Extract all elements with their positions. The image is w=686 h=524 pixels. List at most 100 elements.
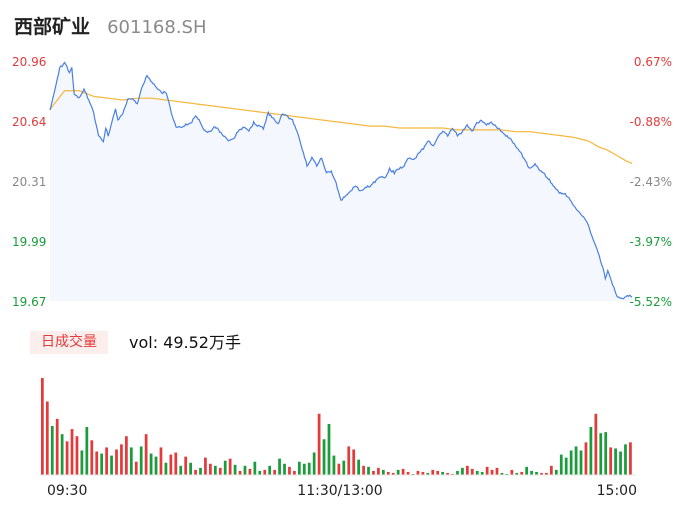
volume-bar <box>159 447 163 475</box>
volume-bar <box>342 460 346 475</box>
volume-bar <box>337 463 341 475</box>
volume-bar <box>312 452 316 475</box>
volume-bar <box>510 469 514 475</box>
volume-bar <box>75 436 79 475</box>
y-left-tick-0: 20.96 <box>12 55 46 69</box>
y-left-tick-4: 19.67 <box>12 295 46 309</box>
volume-bar <box>549 465 553 475</box>
y-right-tick-2: -2.43% <box>630 175 672 189</box>
volume-bar <box>525 466 529 475</box>
volume-bar <box>248 468 252 475</box>
volume-bar <box>228 458 232 475</box>
volume-bar <box>307 462 311 475</box>
volume-bar <box>352 449 356 475</box>
volume-bar <box>431 469 435 475</box>
volume-bar <box>604 432 608 475</box>
volume-bar <box>421 471 425 475</box>
volume-bar <box>268 465 272 475</box>
volume-bar <box>569 450 573 475</box>
volume-bar <box>347 446 351 475</box>
x-tick-open: 09:30 <box>47 483 87 499</box>
volume-bar <box>327 423 331 475</box>
volume-bar <box>243 465 247 475</box>
volume-bar <box>574 446 578 475</box>
volume-readout: vol: 49.52万手 <box>129 333 241 352</box>
volume-tab[interactable]: 日成交量 <box>30 331 108 354</box>
volume-bar <box>391 472 395 475</box>
volume-bar <box>322 439 326 475</box>
price-line <box>49 61 633 300</box>
volume-bar <box>381 469 385 475</box>
volume-bar <box>372 470 375 475</box>
volume-bar <box>164 462 168 475</box>
volume-bar <box>288 466 291 475</box>
volume-bar <box>441 471 445 475</box>
header: 西部矿业 601168.SH <box>14 12 207 39</box>
volume-bar <box>179 465 183 475</box>
volume-bar <box>154 456 158 475</box>
volume-bar <box>218 467 222 475</box>
volume-bar <box>470 468 474 475</box>
volume-bar <box>100 453 104 475</box>
volume-bar <box>406 471 410 475</box>
volume-bar <box>199 467 202 475</box>
volume-bar <box>564 457 568 475</box>
volume-bar <box>258 470 262 475</box>
volume-bar <box>41 378 44 475</box>
y-right-tick-3: -3.97% <box>630 235 672 249</box>
y-right-tick-0: 0.67% <box>634 55 672 69</box>
volume-bar <box>213 465 217 475</box>
volume-bar <box>411 473 415 475</box>
y-right-tick-4: -5.52% <box>630 295 672 309</box>
volume-bar <box>223 460 227 475</box>
volume-bar <box>362 465 365 475</box>
volume-bar <box>134 461 138 475</box>
volume-bar <box>194 469 197 475</box>
volume-bar <box>396 469 400 475</box>
volume-bar <box>377 467 380 475</box>
volume-bar <box>55 418 59 475</box>
volume-bar <box>416 470 420 475</box>
volume-bar <box>619 451 622 475</box>
volume-bar <box>283 463 286 475</box>
stock-name: 西部矿业 <box>14 16 91 38</box>
volume-bar <box>238 470 242 475</box>
volume-bar <box>386 471 390 475</box>
volume-bar <box>554 469 558 475</box>
volume-bar <box>70 429 74 475</box>
y-left-tick-1: 20.64 <box>12 115 46 129</box>
volume-bar <box>110 455 113 475</box>
volume-bar <box>95 451 99 475</box>
volume-bar <box>436 470 440 475</box>
volume-bar <box>465 465 469 475</box>
volume-bar <box>495 467 499 475</box>
y-left-tick-2: 20.31 <box>12 175 46 189</box>
volume-bar <box>302 463 306 475</box>
volume-bar <box>263 469 267 475</box>
volume-bar <box>125 436 128 475</box>
volume-bar <box>45 401 49 475</box>
volume-bar <box>446 472 449 475</box>
stock-code: 601168.SH <box>107 17 207 38</box>
volume-bar <box>614 448 617 475</box>
volume-bar <box>594 413 598 475</box>
volume-bar <box>426 472 430 475</box>
volume-bar <box>485 466 489 475</box>
volume-bar <box>233 464 237 475</box>
volume-bar <box>461 467 464 475</box>
volume-bar <box>332 455 336 475</box>
volume-bar <box>105 447 108 475</box>
volume-bar <box>253 461 257 475</box>
volume-bar <box>169 454 173 475</box>
volume-bar <box>599 433 603 475</box>
volume-bar <box>579 450 583 475</box>
x-tick-midday: 11:30/13:00 <box>297 483 382 499</box>
volume-bar <box>505 473 509 475</box>
volume-bar <box>475 470 479 475</box>
volume-bar <box>278 458 281 475</box>
average-price-line <box>49 90 633 164</box>
volume-bar <box>115 449 118 475</box>
volume-bar <box>139 446 143 475</box>
volume-bar <box>60 434 64 475</box>
